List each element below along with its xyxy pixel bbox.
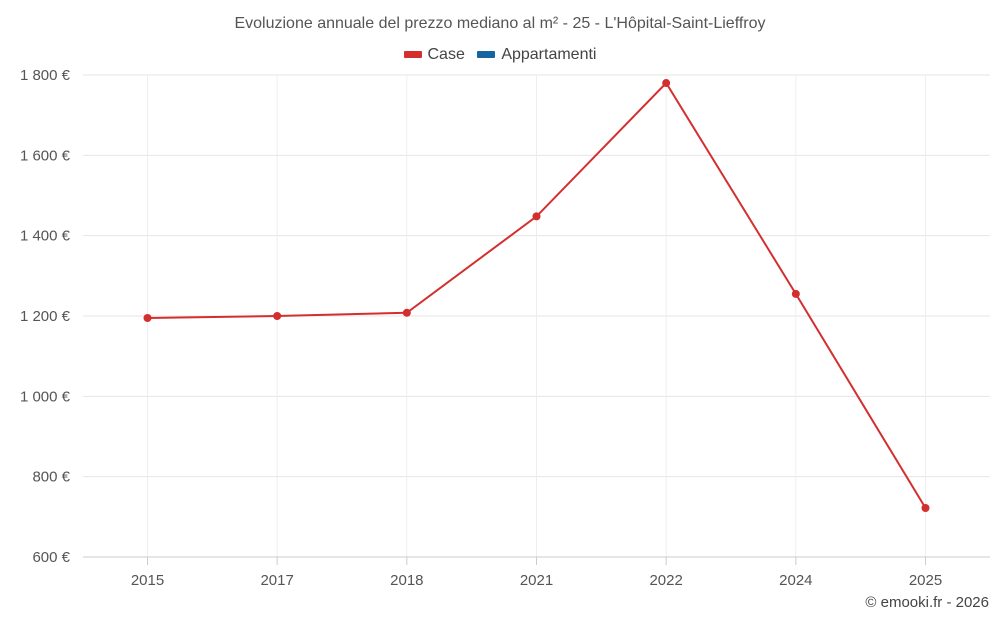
legend-swatch-case [403, 51, 422, 58]
y-tick-label: 1 000 € [20, 388, 71, 405]
data-point-case-2022 [662, 79, 671, 88]
y-tick-label: 600 € [32, 549, 70, 566]
data-point-case-2024 [791, 289, 800, 298]
legend-label-case: Case [427, 45, 465, 63]
x-tick-label: 2022 [649, 572, 682, 589]
data-point-case-2025 [921, 503, 930, 512]
x-tick-label: 2021 [520, 572, 553, 589]
legend-label-appartamenti: Appartamenti [501, 45, 597, 63]
grid-layer [83, 74, 990, 557]
y-tick-label: 1 200 € [20, 308, 71, 325]
y-tick-label: 800 € [32, 469, 70, 486]
x-tick-label: 2018 [390, 572, 423, 589]
axis-layer: 600 € 800 € 1 000 € 1 200 € 1 400 € 1 600 € 1 … [20, 67, 990, 589]
data-point-case-2017 [273, 312, 282, 320]
x-tick-label: 2025 [909, 572, 942, 589]
x-tick-label: 2017 [260, 572, 293, 589]
data-point-case-2015 [143, 314, 152, 323]
credit-text: © emooki.fr - 2026 [865, 594, 989, 611]
chart-legend: Case Appartamenti [0, 45, 1000, 64]
data-point-case-2018 [402, 308, 411, 317]
legend-item-case[interactable]: Case [403, 45, 465, 64]
x-tick-label: 2015 [131, 572, 164, 589]
y-tick-label: 1 600 € [20, 147, 71, 164]
legend-item-appartamenti[interactable]: Appartamenti [477, 46, 596, 64]
series-layer [143, 79, 930, 512]
legend-swatch-appartamenti [477, 51, 496, 58]
x-tick-label: 2024 [779, 572, 812, 589]
y-tick-label: 1 800 € [20, 67, 71, 84]
chart-title: Evoluzione annuale del prezzo mediano al… [234, 15, 766, 32]
y-tick-label: 1 400 € [20, 228, 71, 245]
data-point-case-2021 [532, 212, 541, 221]
